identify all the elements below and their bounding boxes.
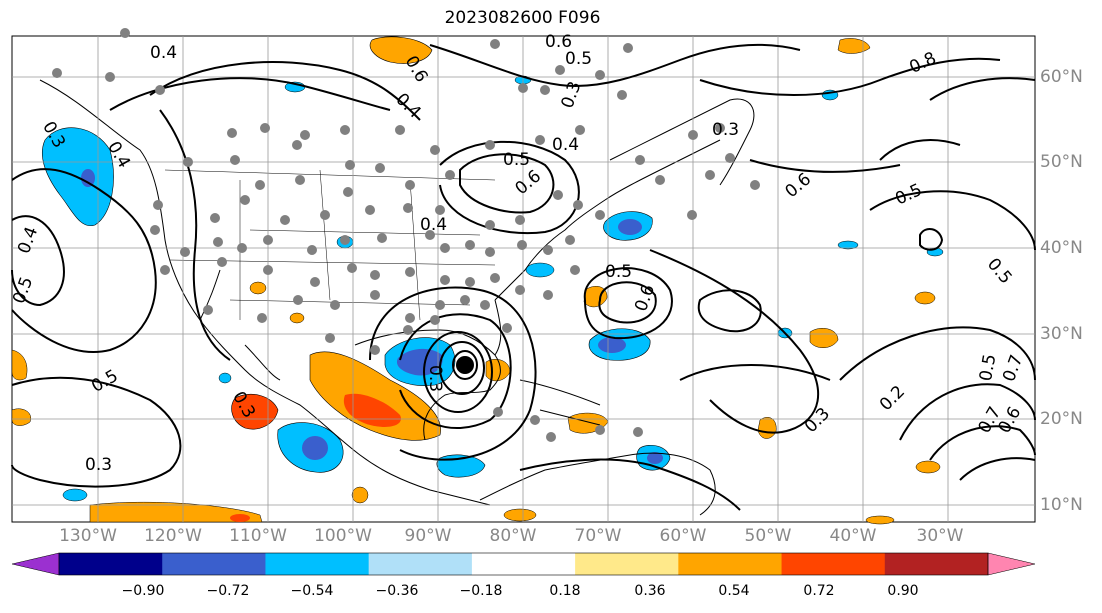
contour-label: 0.5 [503, 150, 530, 170]
colorbar-tick-label: 0.36 [634, 583, 666, 599]
lon-label: 120°W [144, 526, 202, 546]
colorbar-segment [59, 553, 163, 575]
graticule [12, 36, 1035, 522]
colorbar-tick-label: 0.72 [803, 583, 835, 599]
colorbar-tick-label: −0.90 [121, 583, 165, 599]
lon-label: 40°W [829, 526, 877, 546]
contour-label: 0.5 [976, 353, 1000, 383]
lat-label: 20°N [1040, 409, 1083, 429]
lat-label: 40°N [1040, 238, 1083, 258]
colorbar-segment [471, 553, 576, 575]
colorbar-segment [678, 553, 783, 575]
contour-label: 0.4 [150, 43, 177, 63]
contours [11, 43, 1036, 511]
colorbar-segment [884, 553, 989, 575]
lon-label: 90°W [404, 526, 452, 546]
colorbar-extend-low [11, 552, 60, 576]
contour-label: 0.3 [425, 365, 445, 392]
colorbar-segment [265, 553, 370, 575]
lat-label: 50°N [1040, 152, 1083, 172]
lon-label: 70°W [574, 526, 622, 546]
lon-label: 80°W [489, 526, 537, 546]
colorbar-tick-label: −0.18 [459, 583, 503, 599]
lon-label: 100°W [314, 526, 372, 546]
colorbar-segment [781, 553, 886, 575]
lon-label: 130°W [59, 526, 117, 546]
colorbar-tick-label: 0.54 [718, 583, 750, 599]
colorbar-segment [162, 553, 266, 575]
contour-label: 0.3 [712, 120, 739, 140]
lon-label: 60°W [659, 526, 707, 546]
colorbar-tick-label: −0.54 [290, 583, 334, 599]
contour-label: 0.4 [420, 215, 447, 235]
colorbar-tick-label: 0.90 [887, 583, 919, 599]
colorbar-segment [368, 553, 473, 575]
colorbar-tick-label: −0.36 [375, 583, 419, 599]
colorbar-tick-label: 0.18 [549, 583, 581, 599]
colorbar-tick-label: −0.72 [206, 583, 250, 599]
lon-label: 50°W [744, 526, 792, 546]
contour-label: 0.6 [545, 32, 572, 52]
lon-label: 110°W [229, 526, 287, 546]
contour-label: 0.3 [85, 455, 112, 475]
colorbar-segment [575, 553, 679, 575]
lat-label: 60°N [1040, 67, 1083, 87]
map-panel [11, 35, 1036, 523]
colorbar-extend-high [987, 552, 1036, 576]
lat-label: 30°N [1040, 324, 1083, 344]
contour-label: 0.4 [552, 135, 579, 155]
storm-center-marker [456, 356, 474, 374]
contour-label: 0.5 [565, 49, 592, 69]
lon-label: 30°W [916, 526, 964, 546]
lat-label: 10°N [1040, 495, 1083, 515]
contour-label: 0.5 [605, 262, 632, 282]
map-title: 2023082600 F096 [444, 8, 601, 28]
colorbar-segments [59, 553, 989, 575]
station-markers [52, 28, 760, 442]
colorbar [11, 552, 1036, 576]
